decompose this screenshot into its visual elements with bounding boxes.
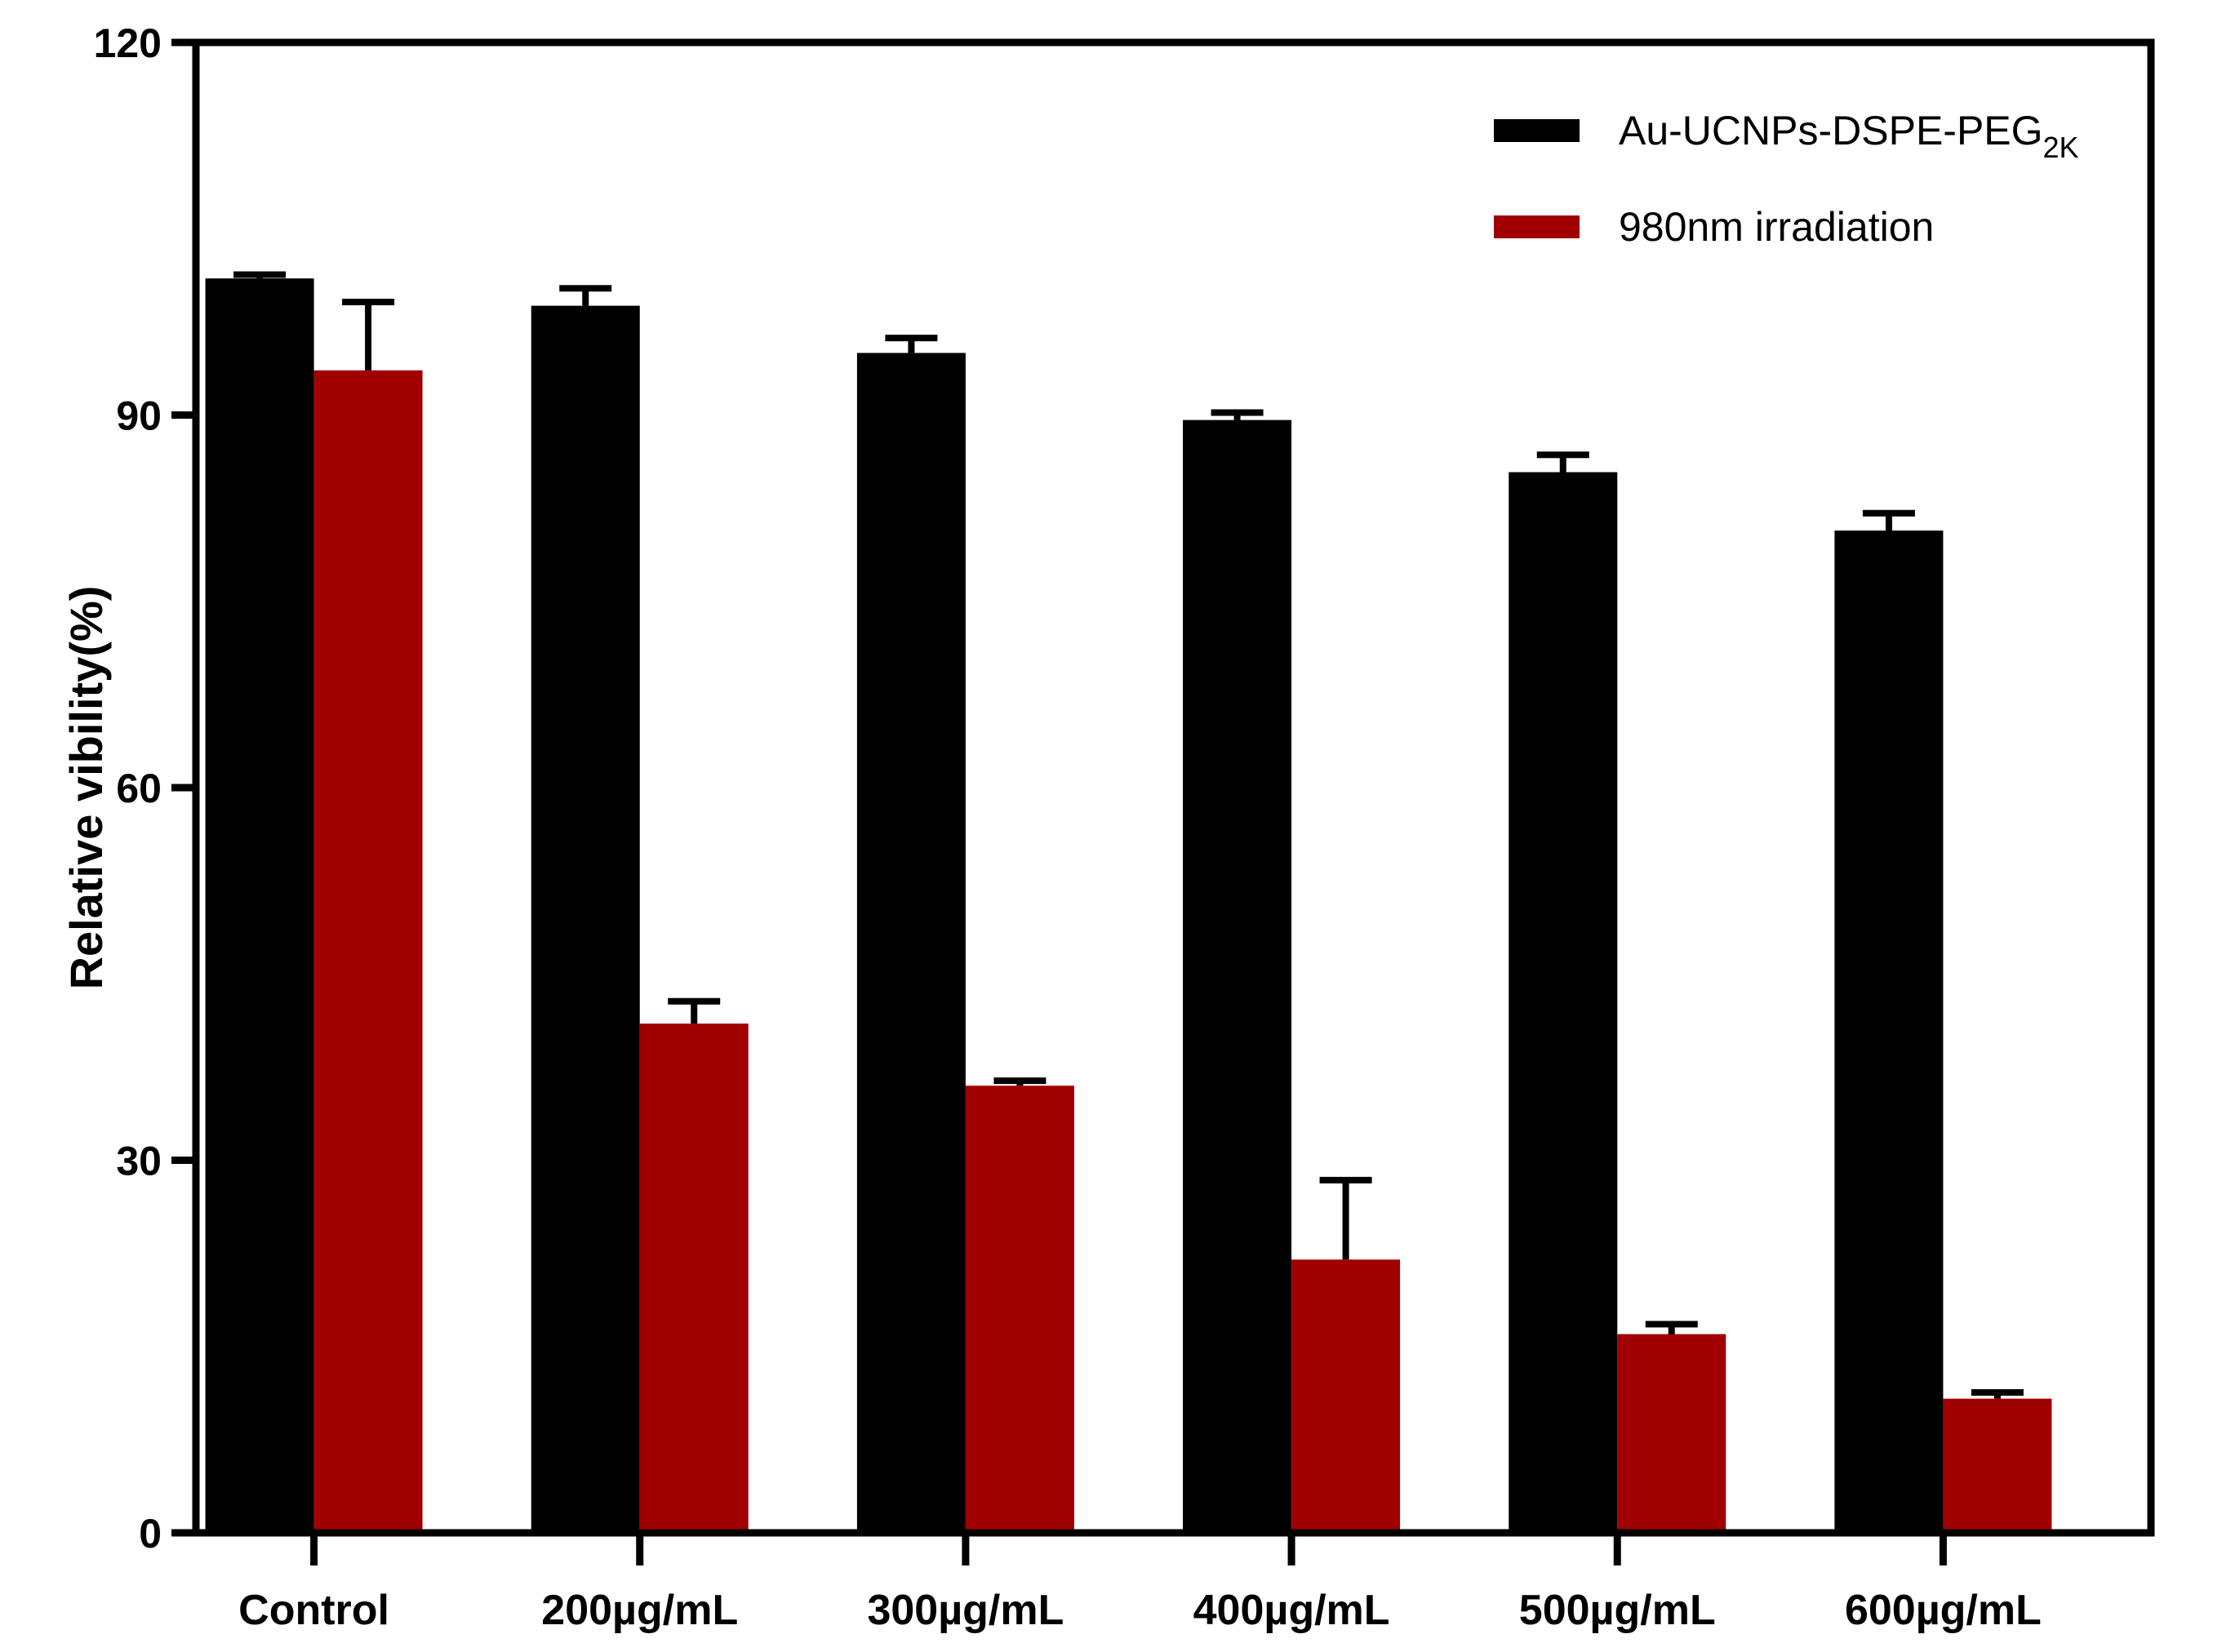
- x-tick-label: Control: [238, 1587, 389, 1634]
- legend-label-0: Au-UCNPs-DSPE-PEG2K: [1619, 108, 2079, 164]
- bar-0-1: [531, 305, 640, 1534]
- bar-1-0: [313, 370, 423, 1534]
- y-tick-label: 120: [94, 20, 162, 66]
- legend-label-text: Au-UCNPs-DSPE-PEG: [1619, 108, 2043, 153]
- y-tick-label: 30: [116, 1139, 162, 1184]
- bar-1-4: [1617, 1334, 1726, 1533]
- legend: Au-UCNPs-DSPE-PEG2K 980nm irradiation: [1494, 108, 2079, 250]
- y-axis: 0 30 60 90 120: [94, 20, 196, 1557]
- bar-0-4: [1509, 472, 1618, 1534]
- bar-1-1: [639, 1024, 749, 1533]
- bar-0-5: [1834, 531, 1944, 1533]
- x-tick-label: 600µg/mL: [1845, 1587, 2042, 1634]
- x-tick-label: 300µg/mL: [867, 1587, 1064, 1634]
- bar-0-3: [1183, 420, 1292, 1533]
- legend-label-text: 980nm irradiation: [1619, 204, 1934, 250]
- bar-1-3: [1291, 1259, 1401, 1533]
- y-tick-label: 90: [116, 393, 162, 439]
- x-tick-label: 500µg/mL: [1519, 1587, 1716, 1634]
- bar-1-2: [965, 1086, 1074, 1533]
- x-tick-label: 200µg/mL: [541, 1587, 738, 1634]
- y-axis-title: Relative vibility(%): [60, 586, 112, 990]
- legend-swatch-1: [1494, 215, 1580, 238]
- y-tick-label: 60: [116, 766, 162, 811]
- bars-layer: [205, 278, 2052, 1534]
- y-tick-label: 0: [139, 1511, 162, 1557]
- legend-swatch-0: [1494, 119, 1580, 142]
- x-axis: Control 200µg/mL 300µg/mL 400µg/mL 500µg/mL 6…: [238, 1533, 2042, 1634]
- legend-label-1: 980nm irradiation: [1619, 204, 1934, 250]
- bar-0-2: [856, 353, 966, 1534]
- x-tick-label: 400µg/mL: [1193, 1587, 1390, 1634]
- bar-0-0: [205, 278, 314, 1533]
- error-bars-layer: [233, 271, 2024, 1399]
- legend-label-subscript: 2K: [2043, 131, 2079, 164]
- bar-1-5: [1943, 1398, 2052, 1533]
